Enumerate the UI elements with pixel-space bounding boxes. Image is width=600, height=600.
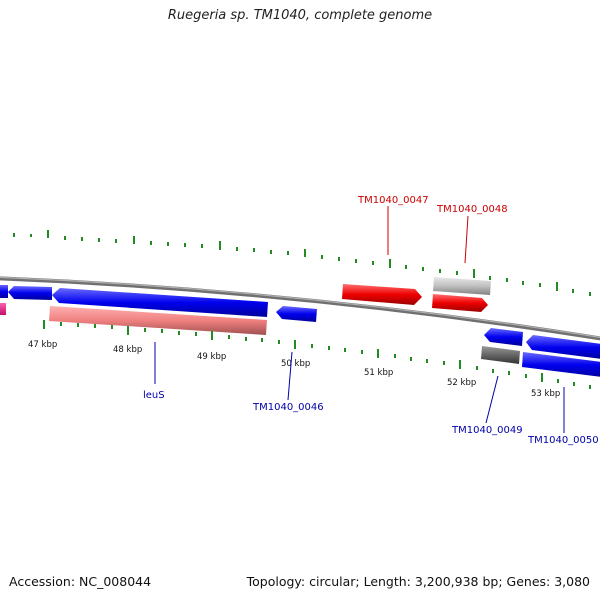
gene-label-leus[interactable]: leuS	[143, 390, 165, 401]
gene-blue-arrow-1[interactable]	[8, 286, 52, 300]
gene-leus-blue-arrow[interactable]	[52, 288, 268, 317]
scale-label-49: 49 kbp	[197, 352, 226, 362]
gene-tm1040-0048-block[interactable]	[433, 277, 491, 295]
gene-tm1040-0048-arrow[interactable]	[432, 294, 488, 312]
gene-tm1040-0046-arrow[interactable]	[276, 306, 317, 322]
map-title: Ruegeria sp. TM1040, complete genome	[167, 8, 433, 23]
gene-left-edge-magenta[interactable]	[0, 303, 6, 315]
scale-label-53: 53 kbp	[531, 389, 560, 399]
accession-label: Accession: NC_008044	[9, 574, 152, 589]
gene-right-blue-arrow[interactable]	[526, 335, 600, 360]
gene-labels: TM1040_0047 TM1040_0048 leuS TM1040_0046…	[143, 195, 599, 446]
gene-leus-rna-bar[interactable]	[49, 306, 267, 335]
scale-label-51: 51 kbp	[364, 368, 393, 378]
gene-label-tm1040-0050[interactable]: TM1040_0050	[527, 435, 599, 446]
forward-strand-genes	[342, 277, 491, 312]
scale-label-50: 50 kbp	[281, 359, 310, 369]
scale-label-48: 48 kbp	[113, 345, 142, 355]
gene-tm1040-0049-blue-arrow[interactable]	[484, 328, 523, 346]
gene-label-tm1040-0049[interactable]: TM1040_0049	[451, 425, 523, 436]
label-leader-lines	[154, 206, 565, 433]
scale-label-47: 47 kbp	[28, 340, 57, 350]
gene-label-tm1040-0047[interactable]: TM1040_0047	[357, 195, 429, 206]
scale-labels: 47 kbp 48 kbp 49 kbp 50 kbp 51 kbp 52 kb…	[28, 340, 560, 399]
gene-label-tm1040-0046[interactable]: TM1040_0046	[252, 402, 324, 413]
gene-tm1040-0047-arrow[interactable]	[342, 284, 422, 305]
reverse-strand-genes	[0, 285, 600, 378]
gene-tm1040-0050-arrow[interactable]	[522, 352, 600, 378]
gene-left-edge-blue[interactable]	[0, 285, 8, 298]
scale-label-52: 52 kbp	[447, 378, 476, 388]
inner-scale-ticks	[43, 320, 591, 389]
gene-label-tm1040-0048[interactable]: TM1040_0048	[436, 204, 508, 215]
genome-backbone	[0, 276, 600, 341]
gene-tm1040-0049-grey-block[interactable]	[481, 346, 520, 364]
outer-scale-ticks	[13, 230, 591, 296]
genome-summary: Topology: circular; Length: 3,200,938 bp…	[246, 574, 590, 589]
